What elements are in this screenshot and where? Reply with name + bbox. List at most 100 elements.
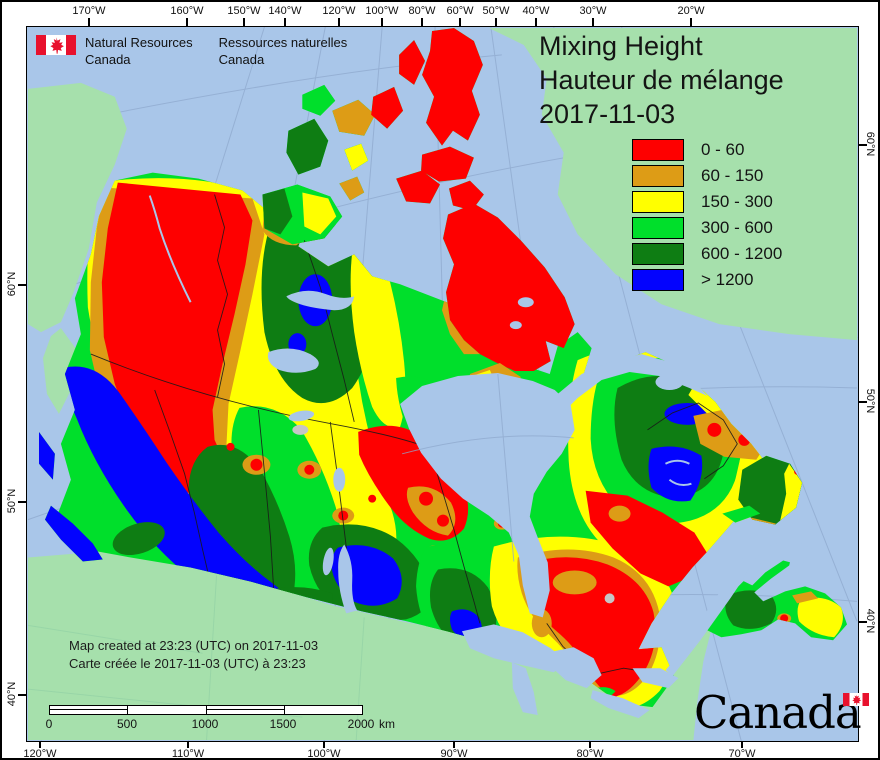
legend-label: 300 - 600 (701, 218, 773, 237)
lake-ontario (632, 668, 679, 689)
st-lawrence-river (665, 558, 754, 677)
baffin-lake (517, 297, 534, 308)
map-frame (26, 26, 859, 742)
scale-unit: km (379, 717, 395, 731)
scale-label: 2000 (347, 717, 375, 731)
tick-label: 170°W (72, 5, 106, 17)
great-slave-lake (267, 348, 319, 373)
legend-item: 300 - 600 (632, 217, 782, 239)
tick-label: 80°W (408, 5, 436, 17)
tick-mark (18, 501, 26, 503)
tick-mark (859, 401, 867, 403)
tick-label: 150°W (227, 5, 261, 17)
legend-item: 60 - 150 (632, 165, 782, 187)
legend-swatch (632, 243, 684, 265)
legend-label: 60 - 150 (701, 166, 764, 185)
tick-mark (187, 742, 189, 748)
title-date: 2017-11-03 (539, 99, 676, 129)
wordmark-flag-icon (843, 693, 869, 706)
tick-label: 100°W (365, 5, 399, 17)
great-bear-lake (286, 290, 355, 311)
tick-label: 120°W (322, 5, 356, 17)
tick-mark (338, 18, 340, 26)
legend-item: 150 - 300 (632, 191, 782, 213)
tick-mark (589, 742, 591, 748)
tick-mark (495, 18, 497, 26)
tick-mark (186, 18, 188, 26)
tick-mark (18, 284, 26, 286)
tick-label: 70°W (728, 748, 756, 760)
tick-mark (243, 18, 245, 26)
tick-mark (690, 18, 692, 26)
legend-label: 600 - 1200 (701, 244, 783, 263)
tick-label: 100°W (307, 748, 341, 760)
tick-mark (284, 18, 286, 26)
legend-item: > 1200 (632, 269, 782, 291)
created-french: Carte créée le 2017-11-03 (UTC) à 23:23 (69, 656, 306, 671)
legend-swatch (632, 269, 684, 291)
lake-winnipeg (338, 544, 358, 614)
tick-label: 60°N (6, 271, 18, 297)
tick-label: 50°N (6, 488, 18, 514)
nrcan-logo: Natural Resources Canada Ressources natur… (36, 34, 347, 68)
tick-mark (421, 18, 423, 26)
tick-mark (592, 18, 594, 26)
hudson-bay (400, 373, 575, 618)
org-name-french: Ressources naturelles Canada (218, 35, 348, 67)
usa-land (27, 551, 716, 741)
latitude-axis-right: 60°N 50°N 40°N (859, 2, 878, 758)
lake-superior (461, 624, 568, 673)
tick-mark (459, 18, 461, 26)
latitude-axis-left: 60°N 50°N 40°N (2, 2, 26, 758)
legend-swatch (632, 165, 684, 187)
legend-item: 600 - 1200 (632, 243, 782, 265)
canada-mixing-height-map (27, 27, 858, 741)
reindeer-lake (333, 467, 346, 492)
created-english: Map created at 23:23 (UTC) on 2017-11-03 (69, 638, 319, 653)
alaska-land (27, 82, 127, 333)
legend-label: > 1200 (701, 270, 754, 289)
tick-mark (859, 144, 867, 146)
ungava-bay (655, 374, 684, 390)
lake-michigan (511, 662, 538, 716)
legend-label: 0 - 60 (701, 140, 745, 159)
longitude-axis-top: 170°W 160°W 150°W 140°W 120°W 100°W 80°W 60°W 50… (2, 2, 878, 26)
scale-bar-graphic (49, 705, 363, 715)
tick-label: 160°W (170, 5, 204, 17)
legend: 0 - 60 60 - 150 150 - 300 300 - 600 600 … (632, 139, 782, 295)
alaska-panhandle (42, 328, 77, 414)
legend-swatch (632, 191, 684, 213)
tick-mark (39, 742, 41, 748)
tick-mark (381, 18, 383, 26)
canada-flag-icon (36, 35, 76, 55)
tick-mark (88, 18, 90, 26)
tick-label: 80°W (576, 748, 604, 760)
tick-label: 50°W (482, 5, 510, 17)
tick-label: 40°W (522, 5, 550, 17)
scale-label: 1500 (269, 717, 297, 731)
scale-bar-labels: 0 500 1000 1500 2000 (45, 717, 409, 731)
lake-athabasca (288, 410, 315, 422)
wordmark-text: Canada (694, 686, 862, 739)
tick-label: 90°W (440, 748, 468, 760)
lake-erie (590, 690, 650, 719)
mackenzie-river (148, 195, 192, 303)
map-title: Mixing Height Hauteur de mélange 2017-11… (539, 29, 784, 131)
canada-wordmark: Canada (694, 686, 869, 739)
scale-bar: 0 500 1000 1500 2000 km (45, 705, 409, 731)
scale-label: 0 (45, 717, 53, 731)
interior-water (267, 290, 812, 719)
legend-item: 0 - 60 (632, 139, 782, 161)
scale-label: 500 (116, 717, 138, 731)
tick-mark (741, 742, 743, 748)
tick-mark (453, 742, 455, 748)
org-name-english: Natural Resources Canada (85, 35, 193, 67)
hudson-strait (557, 354, 708, 410)
title-english: Mixing Height (539, 31, 703, 61)
tick-mark (18, 694, 26, 696)
lake-huron (548, 647, 602, 689)
legend-label: 150 - 300 (701, 192, 773, 211)
legend-swatch (632, 217, 684, 239)
tick-mark (323, 742, 325, 748)
